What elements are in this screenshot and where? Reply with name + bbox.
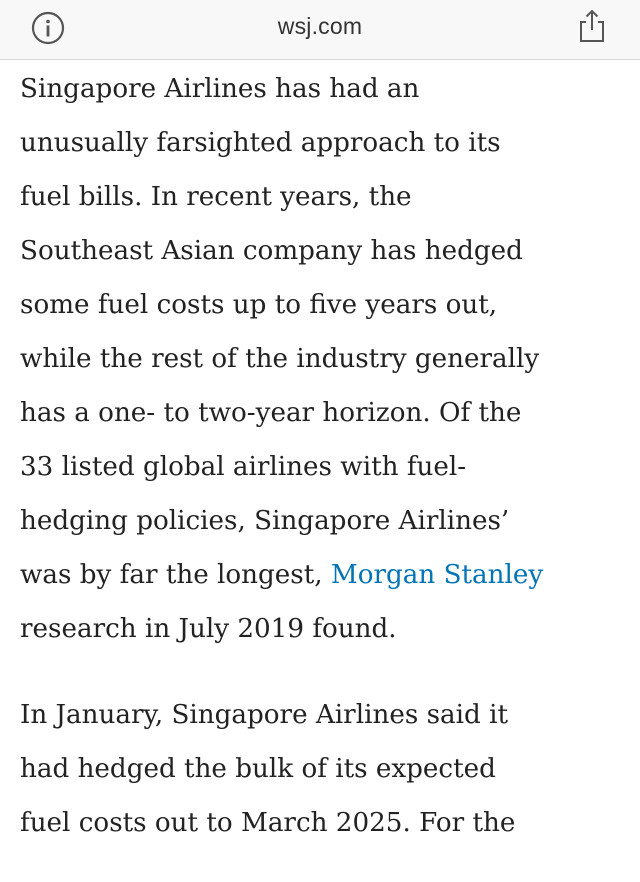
article-paragraph: Singapore Airlines has had an unusually … (20, 62, 625, 656)
url-label[interactable]: wsj.com (277, 13, 363, 39)
text-line: had hedged the bulk of its expected (20, 754, 496, 784)
text-line: research in July 2019 found. (20, 614, 397, 644)
text-line: Singapore Airlines has had an (20, 74, 420, 104)
text-line: In January, Singapore Airlines said it (20, 700, 508, 730)
text-line: fuel costs out to March 2025. For the (20, 808, 516, 838)
text-line: unusually farsighted approach to its (20, 128, 501, 158)
browser-toolbar: wsj.com (0, 0, 640, 60)
article-body: Singapore Airlines has had an unusually … (20, 62, 625, 882)
text-line: 33 listed global airlines with fuel- (20, 452, 467, 482)
text-line: fuel bills. In recent years, the (20, 182, 412, 212)
share-icon[interactable] (572, 6, 612, 46)
text-line: while the rest of the industry generally (20, 344, 540, 374)
text-line: hedging policies, Singapore Airlines’ (20, 506, 510, 536)
text-line: some fuel costs up to five years out, (20, 290, 498, 320)
text-line: Southeast Asian company has hedged (20, 236, 523, 266)
morgan-stanley-link[interactable]: Morgan Stanley (330, 560, 544, 590)
article-paragraph: In January, Singapore Airlines said it h… (20, 688, 625, 850)
info-circle-icon[interactable] (30, 10, 66, 46)
text-segment: was by far the longest, (20, 560, 331, 590)
text-line: was by far the longest, Morgan Stanley (20, 548, 625, 602)
text-line: has a one- to two-year horizon. Of the (20, 398, 522, 428)
